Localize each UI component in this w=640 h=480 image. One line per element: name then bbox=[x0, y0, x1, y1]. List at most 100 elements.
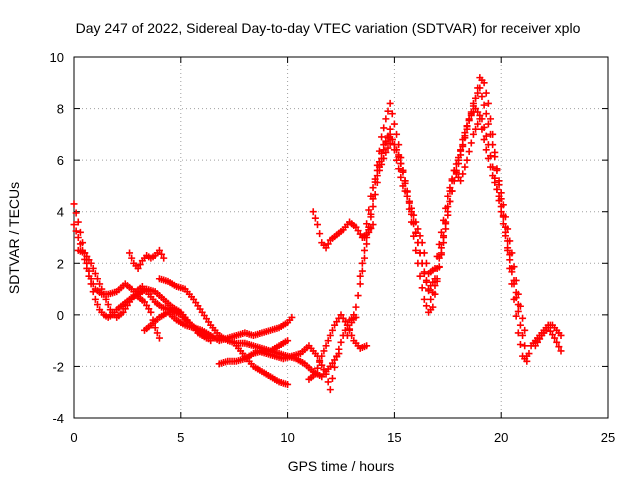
data-point-marker bbox=[480, 136, 488, 144]
y-tick-label: -2 bbox=[52, 359, 64, 374]
data-point-marker bbox=[155, 334, 163, 342]
data-point-marker bbox=[367, 213, 375, 221]
data-point-marker bbox=[314, 364, 322, 372]
data-point-marker bbox=[504, 225, 512, 233]
data-point-marker bbox=[369, 203, 377, 211]
data-point-marker bbox=[476, 84, 484, 92]
data-point-marker bbox=[418, 284, 426, 292]
data-point-marker bbox=[452, 168, 460, 176]
data-point-marker bbox=[128, 254, 136, 262]
data-point-marker bbox=[516, 341, 524, 349]
data-point-marker bbox=[516, 321, 524, 329]
series-track-j bbox=[305, 311, 371, 383]
data-point-marker bbox=[98, 285, 106, 293]
series-track-p bbox=[531, 324, 565, 355]
series-track-h bbox=[232, 342, 292, 388]
data-point-marker bbox=[360, 254, 368, 262]
data-point-marker bbox=[153, 329, 161, 337]
data-point-marker bbox=[461, 163, 469, 171]
data-point-marker bbox=[514, 329, 522, 337]
data-point-marker bbox=[493, 185, 501, 193]
data-point-marker bbox=[467, 139, 475, 147]
data-point-marker bbox=[482, 89, 490, 97]
data-point-marker bbox=[386, 130, 394, 138]
data-point-marker bbox=[371, 191, 379, 199]
data-point-marker bbox=[369, 184, 377, 192]
data-point-marker bbox=[506, 237, 514, 245]
data-point-marker bbox=[474, 89, 482, 97]
chart-title: Day 247 of 2022, Sidereal Day-to-day VTE… bbox=[76, 20, 581, 36]
plot-frame bbox=[73, 56, 609, 419]
data-point-marker bbox=[87, 280, 95, 288]
data-point-marker bbox=[87, 259, 95, 267]
x-tick-label: 20 bbox=[494, 430, 508, 445]
data-point-marker bbox=[478, 93, 486, 101]
y-tick-labels: -4 -2 0 2 4 6 8 10 bbox=[50, 50, 64, 426]
data-point-marker bbox=[418, 259, 426, 267]
data-point-marker bbox=[371, 175, 379, 183]
data-point-marker bbox=[328, 326, 336, 334]
data-point-marker bbox=[487, 163, 495, 171]
data-point-marker bbox=[369, 221, 377, 229]
data-point-marker bbox=[465, 117, 473, 125]
data-point-marker bbox=[76, 240, 84, 248]
y-tick-label: -4 bbox=[52, 411, 64, 426]
x-tick-label: 10 bbox=[280, 430, 294, 445]
data-point-marker bbox=[399, 166, 407, 174]
data-point-marker bbox=[333, 352, 341, 360]
series-track-l bbox=[343, 74, 565, 365]
y-tick-label: 8 bbox=[57, 102, 64, 117]
series-track-i bbox=[254, 313, 360, 394]
data-point-marker bbox=[365, 206, 373, 214]
x-tick-labels: 0 5 10 15 20 25 bbox=[70, 430, 615, 445]
data-point-marker bbox=[91, 270, 99, 278]
data-point-marker bbox=[407, 208, 415, 216]
data-point-marker bbox=[74, 234, 82, 241]
data-point-marker bbox=[72, 209, 80, 217]
data-point-marker bbox=[493, 165, 501, 173]
data-point-marker bbox=[482, 110, 490, 118]
data-point-marker bbox=[335, 345, 343, 353]
data-point-marker bbox=[324, 240, 332, 248]
x-tick-label: 0 bbox=[70, 430, 77, 445]
data-point-marker bbox=[429, 303, 437, 311]
data-point-marker bbox=[482, 146, 490, 154]
data-point-marker bbox=[551, 334, 559, 342]
data-point-marker bbox=[356, 280, 364, 288]
data-point-marker bbox=[461, 134, 469, 142]
data-point-marker bbox=[367, 192, 375, 200]
x-tick-label: 5 bbox=[177, 430, 184, 445]
data-point-marker bbox=[476, 115, 484, 123]
grid-lines bbox=[74, 57, 608, 418]
data-point-marker bbox=[501, 232, 509, 240]
data-point-marker bbox=[320, 347, 328, 355]
data-point-marker bbox=[480, 79, 488, 87]
data-point-marker bbox=[160, 254, 168, 262]
data-point-marker bbox=[363, 220, 371, 228]
x-axis-label: GPS time / hours bbox=[288, 458, 395, 474]
data-point-marker bbox=[459, 170, 467, 178]
y-tick-label: 6 bbox=[57, 153, 64, 168]
data-point-marker bbox=[358, 267, 366, 275]
series-track-o bbox=[360, 84, 529, 334]
data-point-marker bbox=[70, 221, 78, 229]
data-point-marker bbox=[158, 250, 166, 258]
data-point-marker bbox=[414, 239, 422, 247]
data-point-marker bbox=[478, 125, 486, 133]
data-point-marker bbox=[463, 156, 471, 164]
data-point-marker bbox=[386, 140, 394, 148]
data-point-marker bbox=[450, 177, 458, 185]
data-point-marker bbox=[553, 338, 561, 346]
data-point-marker bbox=[322, 370, 330, 378]
data-point-marker bbox=[433, 264, 441, 272]
data-point-marker bbox=[395, 153, 403, 161]
data-point-marker bbox=[311, 214, 319, 222]
data-point-marker bbox=[288, 313, 296, 321]
data-point-marker bbox=[487, 115, 495, 123]
data-point-marker bbox=[284, 380, 292, 388]
data-point-marker bbox=[514, 290, 522, 298]
data-point-marker bbox=[422, 302, 430, 310]
data-point-marker bbox=[284, 337, 292, 345]
data-point-marker bbox=[311, 370, 319, 378]
